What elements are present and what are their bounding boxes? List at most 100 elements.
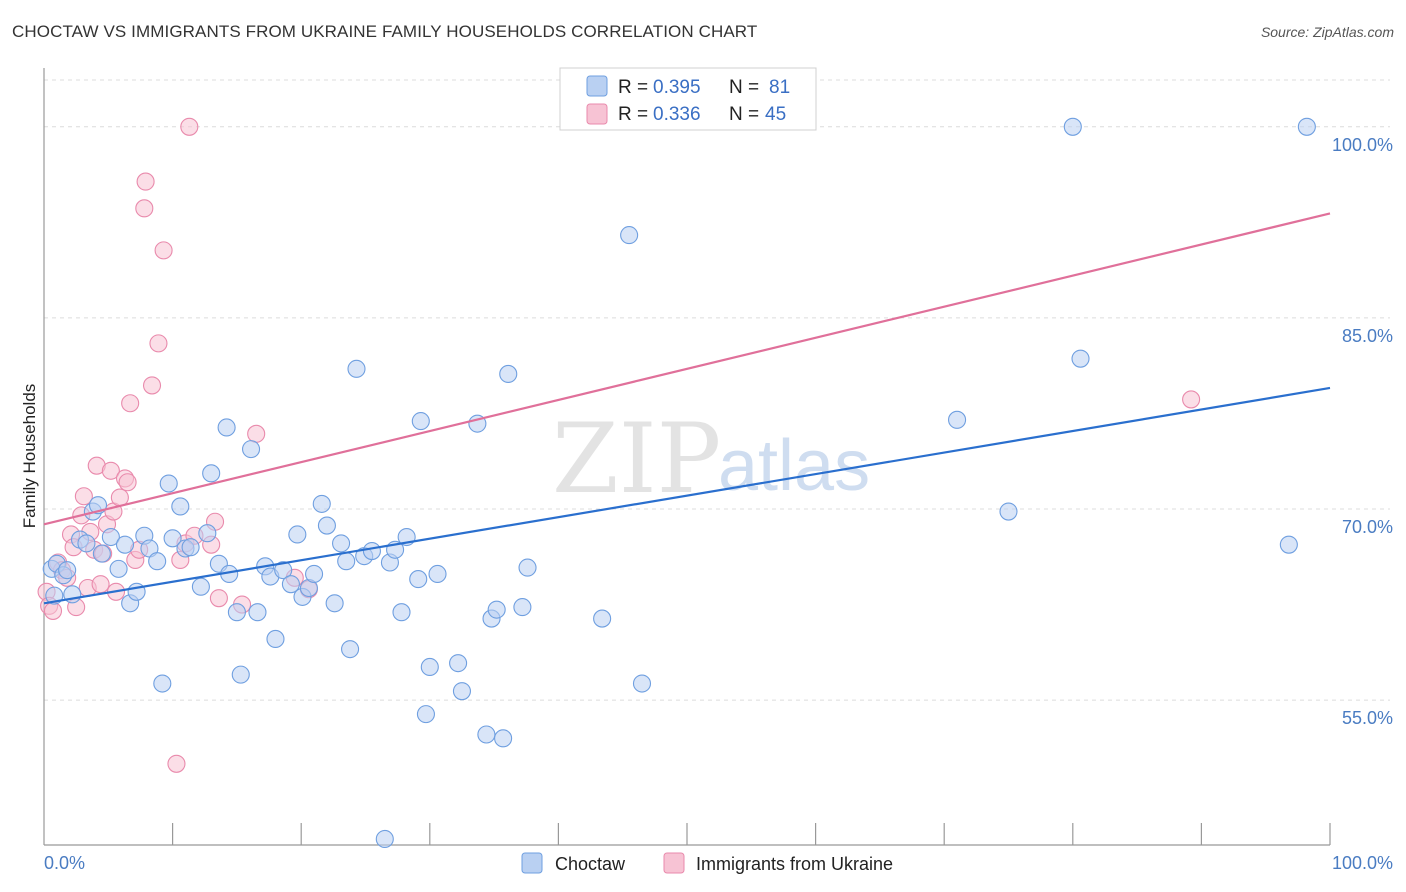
choctaw-point-79 bbox=[1071, 349, 1090, 368]
choctaw-point-59 bbox=[411, 412, 430, 431]
ukraine-point-30 bbox=[149, 334, 168, 353]
legend[interactable]: R = 0.395 N = 81 R = 0.336 N = 45 bbox=[559, 67, 817, 131]
choctaw-point-63 bbox=[449, 654, 468, 673]
ukraine-point-44 bbox=[1182, 390, 1201, 409]
x-tick-label-max: 100.0% bbox=[1332, 853, 1393, 873]
choctaw-point-58 bbox=[409, 570, 428, 589]
trend-lines bbox=[43, 212, 1331, 605]
ukraine-point-31 bbox=[154, 241, 173, 260]
bottom-legend-label-choctaw[interactable]: Choctaw bbox=[555, 854, 626, 874]
ukraine-point-23 bbox=[118, 473, 137, 492]
choctaw-point-24 bbox=[181, 538, 200, 557]
choctaw-point-33 bbox=[241, 440, 261, 459]
legend-swatch-choctaw bbox=[586, 75, 608, 97]
choctaw-point-45 bbox=[317, 516, 336, 535]
choctaw-point-32 bbox=[231, 665, 250, 684]
ukraine-point-35 bbox=[180, 117, 199, 136]
ukraine-point-27 bbox=[135, 199, 154, 218]
bottom-legend-swatch-choctaw[interactable] bbox=[521, 852, 543, 874]
choctaw-point-72 bbox=[518, 558, 537, 577]
y-tick-label-70: 70.0% bbox=[1342, 517, 1393, 537]
ukraine-point-18 bbox=[101, 461, 120, 480]
bottom-legend-swatch-ukraine[interactable] bbox=[663, 852, 685, 874]
y-axis-tick-labels: 55.0% 70.0% 85.0% 100.0% bbox=[1332, 135, 1393, 728]
watermark: ZIP atlas bbox=[552, 403, 870, 515]
choctaw-point-25 bbox=[191, 577, 210, 596]
choctaw-point-80 bbox=[1279, 535, 1298, 554]
legend-r-label-ukraine: R = bbox=[618, 104, 648, 125]
ukraine-point-28 bbox=[136, 172, 155, 191]
choctaw-point-66 bbox=[477, 725, 496, 744]
choctaw-point-38 bbox=[274, 561, 293, 580]
ukraine-point-2 bbox=[43, 601, 63, 620]
choctaw-point-77 bbox=[999, 502, 1018, 521]
trend-line-choctaw bbox=[43, 386, 1331, 605]
ukraine-point-10 bbox=[74, 487, 93, 506]
choctaw-point-20 bbox=[159, 474, 178, 493]
x-tick-label-min: 0.0% bbox=[44, 853, 85, 873]
y-tick-label-55: 55.0% bbox=[1342, 708, 1393, 728]
choctaw-point-11 bbox=[101, 527, 120, 547]
watermark-zip: ZIP bbox=[552, 403, 721, 515]
series-choctaw-points bbox=[42, 117, 1316, 849]
choctaw-point-49 bbox=[341, 640, 360, 659]
ukraine-point-15 bbox=[91, 575, 110, 594]
ukraine-point-39 bbox=[209, 589, 228, 608]
choctaw-point-12 bbox=[109, 559, 128, 578]
choctaw-point-70 bbox=[499, 364, 518, 384]
choctaw-point-18 bbox=[148, 552, 167, 571]
ukraine-point-32 bbox=[167, 754, 186, 773]
choctaw-point-4 bbox=[58, 561, 77, 580]
choctaw-point-75 bbox=[632, 674, 652, 693]
choctaw-point-43 bbox=[305, 564, 324, 584]
x-axis-ticks bbox=[172, 823, 1331, 845]
legend-n-label-ukraine: N = bbox=[729, 104, 759, 125]
legend-r-label-choctaw: R = bbox=[618, 77, 648, 98]
legend-n-value-choctaw: 81 bbox=[769, 77, 790, 98]
y-tick-label-100: 100.0% bbox=[1332, 135, 1393, 155]
choctaw-point-7 bbox=[77, 534, 96, 553]
watermark-atlas: atlas bbox=[718, 426, 870, 506]
choctaw-point-39 bbox=[281, 575, 300, 594]
legend-swatch-ukraine bbox=[586, 103, 608, 125]
choctaw-point-68 bbox=[487, 600, 506, 619]
choctaw-point-52 bbox=[362, 541, 381, 561]
choctaw-point-37 bbox=[266, 629, 285, 648]
choctaw-point-48 bbox=[337, 552, 356, 571]
legend-n-label-choctaw: N = bbox=[729, 77, 759, 98]
choctaw-point-56 bbox=[392, 603, 411, 622]
bottom-legend-label-ukraine[interactable]: Immigrants from Ukraine bbox=[696, 854, 893, 874]
choctaw-point-31 bbox=[227, 603, 246, 622]
choctaw-point-73 bbox=[593, 609, 612, 628]
y-tick-label-85: 85.0% bbox=[1342, 326, 1393, 346]
choctaw-point-76 bbox=[948, 410, 967, 429]
choctaw-point-47 bbox=[332, 534, 351, 553]
choctaw-point-40 bbox=[288, 525, 307, 544]
choctaw-point-29 bbox=[217, 418, 236, 437]
legend-n-value-ukraine: 45 bbox=[765, 104, 786, 125]
choctaw-point-81 bbox=[1297, 117, 1316, 136]
choctaw-point-64 bbox=[452, 682, 472, 701]
choctaw-point-27 bbox=[202, 464, 221, 483]
choctaw-point-13 bbox=[115, 535, 135, 554]
legend-r-value-choctaw: 0.395 bbox=[653, 77, 701, 98]
chart-source: Source: ZipAtlas.com bbox=[1260, 24, 1394, 40]
choctaw-point-21 bbox=[163, 529, 182, 548]
choctaw-point-46 bbox=[325, 594, 344, 613]
choctaw-point-19 bbox=[153, 674, 172, 693]
choctaw-point-60 bbox=[416, 705, 435, 724]
choctaw-point-44 bbox=[312, 494, 331, 513]
bottom-legend[interactable]: Choctaw Immigrants from Ukraine bbox=[521, 852, 893, 874]
chart-title: CHOCTAW VS IMMIGRANTS FROM UKRAINE FAMIL… bbox=[12, 22, 758, 41]
choctaw-point-26 bbox=[198, 524, 217, 543]
choctaw-point-50 bbox=[347, 359, 366, 378]
ukraine-point-24 bbox=[121, 394, 140, 413]
legend-r-value-ukraine: 0.336 bbox=[653, 104, 701, 125]
choctaw-point-34 bbox=[248, 603, 267, 622]
choctaw-point-61 bbox=[420, 657, 439, 677]
ukraine-point-41 bbox=[247, 424, 266, 443]
ukraine-point-29 bbox=[142, 376, 162, 395]
choctaw-point-74 bbox=[620, 226, 639, 245]
choctaw-point-53 bbox=[375, 829, 394, 849]
